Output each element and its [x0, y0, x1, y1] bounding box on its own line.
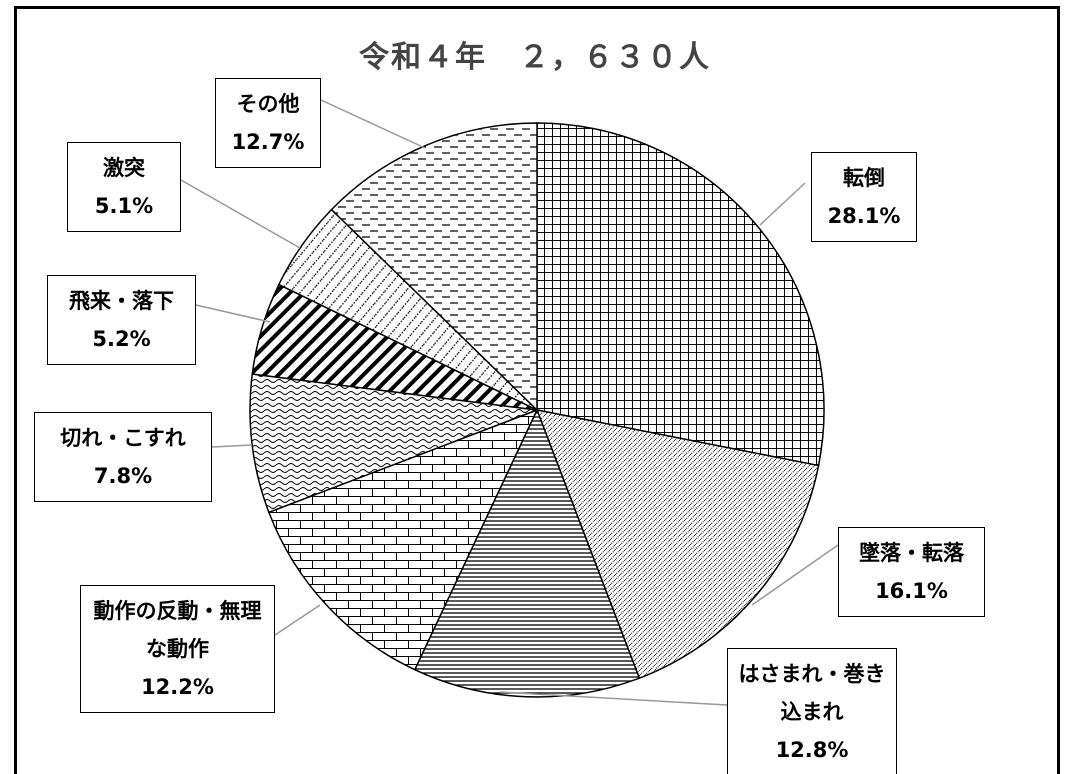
pie-slice	[249, 373, 538, 514]
data-label: その他 12.7%	[215, 78, 321, 168]
value-label: 12.2%	[141, 675, 214, 699]
data-label: 動作の反動・無理な動作 12.2%	[80, 585, 275, 713]
leader-line	[499, 691, 728, 706]
category-label: 激突	[103, 156, 145, 180]
leader-line	[180, 179, 301, 249]
leader-line	[759, 182, 806, 226]
frame	[14, 6, 1060, 774]
pie-slice	[536, 122, 825, 467]
data-label: 墜落・転落 16.1%	[838, 527, 985, 617]
data-label: 切れ・こすれ 7.8%	[34, 412, 212, 502]
category-label: その他	[236, 92, 300, 116]
pie-slice	[413, 408, 641, 698]
chart-title: 令和４年 ２，６３０人	[359, 40, 711, 75]
leader-line	[320, 99, 426, 149]
data-label: はさまれ・巻き込まれ 12.8%	[727, 648, 897, 774]
leader-line	[751, 544, 839, 606]
value-label: 5.1%	[94, 194, 154, 218]
category-label: 飛来・落下	[69, 289, 174, 313]
value-label: 28.1%	[827, 204, 901, 228]
pie-slice	[535, 409, 820, 680]
leader-line	[195, 304, 271, 323]
data-label: 転倒 28.1%	[811, 152, 917, 242]
value-label: 5.2%	[92, 327, 151, 351]
category-label: 切れ・こすれ	[60, 426, 186, 450]
pie-slice	[267, 408, 539, 671]
category-label: はさまれ・巻き込まれ	[738, 662, 886, 724]
data-label: 激突 5.1%	[67, 142, 181, 232]
pie-slice	[330, 122, 538, 412]
category-label: 動作の反動・無理な動作	[93, 599, 262, 661]
leader-line	[274, 604, 321, 636]
value-label: 16.1%	[875, 579, 948, 603]
value-label: 12.7%	[231, 130, 305, 154]
leader-line	[211, 444, 253, 448]
value-label: 12.8%	[775, 738, 849, 762]
value-label: 7.8%	[93, 464, 153, 488]
category-label: 墜落・転落	[859, 541, 964, 565]
category-label: 転倒	[843, 166, 885, 190]
data-label: 飛来・落下 5.2%	[47, 275, 196, 365]
